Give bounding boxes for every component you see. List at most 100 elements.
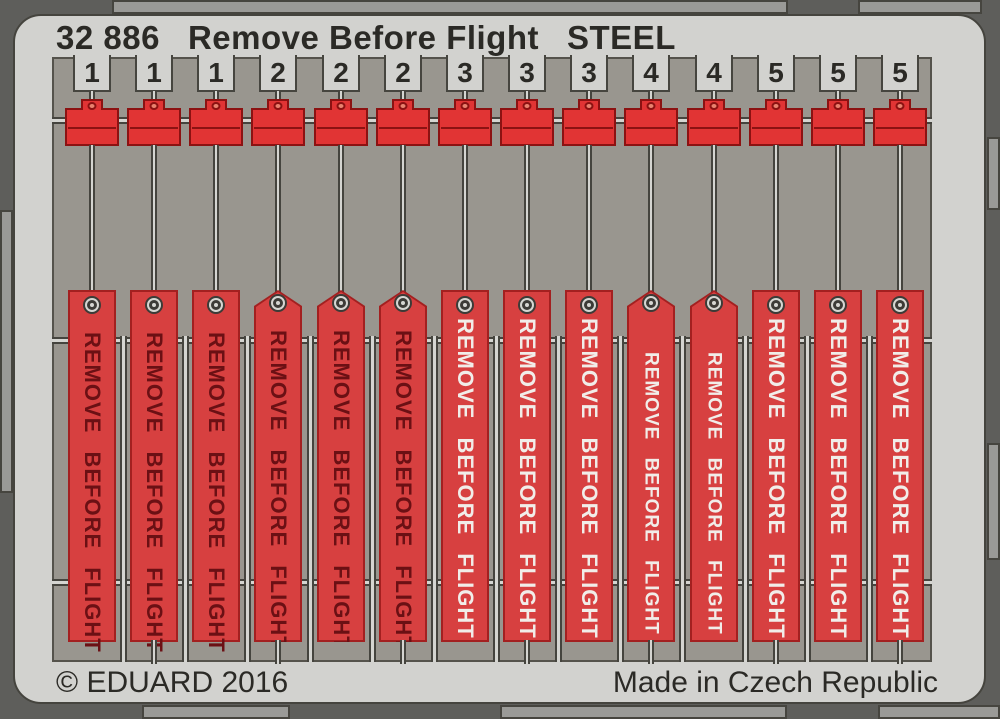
- sheet-title: 32 886 Remove Before Flight STEEL: [56, 19, 676, 57]
- streamer-tab: [205, 99, 227, 110]
- grommet-hole: [269, 294, 287, 312]
- streamer-seam: [503, 127, 551, 129]
- border-tab-top: [112, 0, 788, 14]
- fret-rail-top: [52, 117, 932, 124]
- tab-number-label: 5: [768, 56, 784, 88]
- border-tab-top: [858, 0, 982, 14]
- fret-web: [555, 336, 562, 662]
- tab-number-label: 2: [333, 56, 349, 88]
- flag-label: REMOVE BEFORE FLIGHT: [142, 332, 167, 653]
- streamer-tab: [392, 99, 414, 110]
- fret-web: [679, 336, 686, 662]
- attachment-wire-main: [275, 145, 281, 297]
- streamer-hole: [398, 102, 408, 110]
- flag-label: REMOVE BEFORE FLIGHT: [266, 330, 291, 651]
- attachment-wire-main: [213, 145, 219, 297]
- tab-number-label: 3: [581, 56, 597, 88]
- tab-number-label: 4: [706, 56, 722, 88]
- streamer-seam: [68, 127, 116, 129]
- streamer-seam: [876, 127, 924, 129]
- flag-label: REMOVE BEFORE FLIGHT: [826, 318, 851, 639]
- tab-number-label: 2: [270, 56, 286, 88]
- remove-before-flight-flag: REMOVE BEFORE FLIGHT: [130, 290, 178, 653]
- grommet-hole: [767, 296, 785, 314]
- border-tab-bottom: [142, 705, 290, 719]
- grommet-hole: [642, 294, 660, 312]
- numbered-tab: 3: [508, 55, 546, 92]
- attachment-wire-main: [338, 145, 344, 297]
- attachment-wire-bottom: [151, 640, 157, 664]
- fret-web: [182, 336, 189, 662]
- flag-fill: [692, 292, 736, 640]
- attachment-wire-bottom: [897, 640, 903, 664]
- streamer-seam: [130, 127, 178, 129]
- tab-number-label: 5: [892, 56, 908, 88]
- numbered-tab: 5: [757, 55, 795, 92]
- flag-label: REMOVE BEFORE FLIGHT: [888, 318, 913, 639]
- flag-fill: [319, 292, 363, 640]
- numbered-tab: 5: [881, 55, 919, 92]
- tab-number-label: 1: [146, 56, 162, 88]
- streamer-seam: [254, 127, 302, 129]
- attachment-wire-main: [524, 145, 530, 297]
- streamer-seam: [192, 127, 240, 129]
- streamer-hole: [336, 102, 346, 110]
- attachment-wire-bottom: [524, 640, 530, 664]
- streamer-seam: [565, 127, 613, 129]
- fret-web: [120, 336, 127, 662]
- streamer-tab: [578, 99, 600, 110]
- streamer-tab: [81, 99, 103, 110]
- streamer-tab: [640, 99, 662, 110]
- attachment-wire-bottom: [400, 640, 406, 664]
- made-in-text: Made in Czech Republic: [612, 666, 938, 699]
- fret-web: [742, 336, 749, 662]
- grommet-hole: [207, 296, 225, 314]
- border-tab-left: [0, 210, 13, 493]
- remove-before-flight-flag: REMOVE BEFORE FLIGHT: [752, 290, 800, 642]
- streamer-seam: [752, 127, 800, 129]
- attachment-wire-main: [151, 145, 157, 297]
- border-tab-right: [987, 443, 1000, 560]
- attachment-wire-main: [773, 145, 779, 297]
- streamer-hole: [584, 102, 594, 110]
- streamer-seam: [317, 127, 365, 129]
- flag-label: REMOVE BEFORE FLIGHT: [577, 318, 602, 639]
- remove-before-flight-flag: REMOVE BEFORE FLIGHT: [379, 290, 427, 642]
- rolled-streamer-part: [314, 99, 368, 146]
- streamer-tab: [454, 99, 476, 110]
- grommet-hole: [829, 296, 847, 314]
- fret-web: [244, 336, 251, 662]
- tab-number-label: 1: [208, 56, 224, 88]
- streamer-hole: [895, 102, 905, 110]
- streamer-tab: [827, 99, 849, 110]
- grommet-hole: [518, 296, 536, 314]
- streamer-tab: [330, 99, 352, 110]
- fret-rail-middle: [52, 337, 932, 344]
- grommet-hole: [456, 296, 474, 314]
- streamer-seam: [690, 127, 738, 129]
- finish-label: STEEL: [567, 19, 676, 56]
- remove-before-flight-flag: REMOVE BEFORE FLIGHT: [503, 290, 551, 642]
- streamer-hole: [771, 102, 781, 110]
- attachment-wire-bottom: [648, 640, 654, 664]
- grommet-hole: [332, 294, 350, 312]
- streamer-hole: [646, 102, 656, 110]
- flag-label: REMOVE BEFORE FLIGHT: [640, 352, 662, 635]
- streamer-seam: [441, 127, 489, 129]
- streamer-hole: [149, 102, 159, 110]
- tab-number-label: 3: [457, 56, 473, 88]
- attachment-wire-bottom: [275, 640, 281, 664]
- streamer-seam: [627, 127, 675, 129]
- grommet-hole: [705, 294, 723, 312]
- numbered-tab: 2: [259, 55, 297, 92]
- attachment-wire-main: [711, 145, 717, 297]
- flag-label: REMOVE BEFORE FLIGHT: [391, 330, 416, 651]
- streamer-hole: [709, 102, 719, 110]
